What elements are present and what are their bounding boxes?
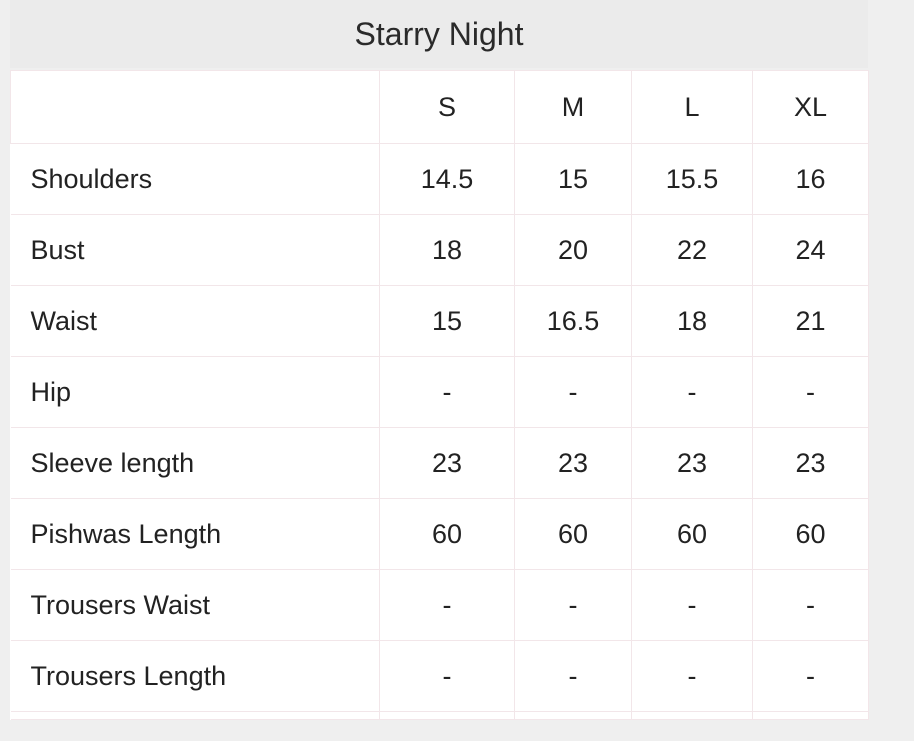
row-label: Hip	[10, 356, 380, 428]
header-size-xl: XL	[752, 70, 869, 144]
measurement-cell: -	[514, 356, 632, 428]
measurement-cell: -	[379, 569, 515, 641]
measurement-cell: 15.5	[631, 143, 753, 215]
measurement-cell: 23	[631, 427, 753, 499]
measurement-cell: 23	[752, 427, 869, 499]
measurement-cell: 18	[379, 214, 515, 286]
measurement-cell: -	[379, 356, 515, 428]
header-size-m: M	[514, 70, 632, 144]
measurement-cell: 24	[752, 214, 869, 286]
measurement-cell: 16	[752, 143, 869, 215]
measurement-cell: -	[631, 356, 753, 428]
table-row: Trousers Waist - - - -	[10, 569, 869, 641]
measurement-cell: -	[514, 569, 632, 641]
size-chart-table: S M L XL Shoulders 14.5 15 15.5 16 Bust 18 20 22…	[10, 70, 869, 720]
header-size-s: S	[379, 70, 515, 144]
row-label: Shoulders	[10, 143, 380, 215]
header-cell-empty	[10, 70, 380, 144]
empty-cell	[514, 711, 632, 720]
measurement-cell: 14.5	[379, 143, 515, 215]
header-row: S M L XL	[10, 70, 869, 144]
measurement-cell: -	[514, 640, 632, 712]
measurement-cell: 60	[379, 498, 515, 570]
table-row: Sleeve length 23 23 23 23	[10, 427, 869, 499]
row-label: Pishwas Length	[10, 498, 380, 570]
table-row: Pishwas Length 60 60 60 60	[10, 498, 869, 570]
row-label: Trousers Waist	[10, 569, 380, 641]
row-label: Bust	[10, 214, 380, 286]
row-label: Trousers Length	[10, 640, 380, 712]
measurement-cell: 18	[631, 285, 753, 357]
empty-cell	[10, 711, 380, 720]
measurement-cell: 15	[379, 285, 515, 357]
measurement-cell: -	[752, 640, 869, 712]
table-row-partial	[10, 711, 869, 720]
measurement-cell: 23	[514, 427, 632, 499]
row-label: Waist	[10, 285, 380, 357]
measurement-cell: -	[631, 569, 753, 641]
empty-cell	[752, 711, 869, 720]
measurement-cell: -	[752, 356, 869, 428]
measurement-cell: -	[752, 569, 869, 641]
table-row: Shoulders 14.5 15 15.5 16	[10, 143, 869, 215]
empty-cell	[379, 711, 515, 720]
measurement-cell: 20	[514, 214, 632, 286]
measurement-cell: 60	[752, 498, 869, 570]
measurement-cell: 15	[514, 143, 632, 215]
measurement-cell: 22	[631, 214, 753, 286]
measurement-cell: 23	[379, 427, 515, 499]
measurement-cell: -	[631, 640, 753, 712]
row-label: Sleeve length	[10, 427, 380, 499]
header-size-l: L	[631, 70, 753, 144]
chart-title: Starry Night	[10, 0, 868, 68]
measurement-cell: 60	[631, 498, 753, 570]
measurement-cell: -	[379, 640, 515, 712]
table-row: Trousers Length - - - -	[10, 640, 869, 712]
table-row: Waist 15 16.5 18 21	[10, 285, 869, 357]
measurement-cell: 16.5	[514, 285, 632, 357]
table-row: Hip - - - -	[10, 356, 869, 428]
measurement-cell: 60	[514, 498, 632, 570]
table-row: Bust 18 20 22 24	[10, 214, 869, 286]
measurement-cell: 21	[752, 285, 869, 357]
empty-cell	[631, 711, 753, 720]
